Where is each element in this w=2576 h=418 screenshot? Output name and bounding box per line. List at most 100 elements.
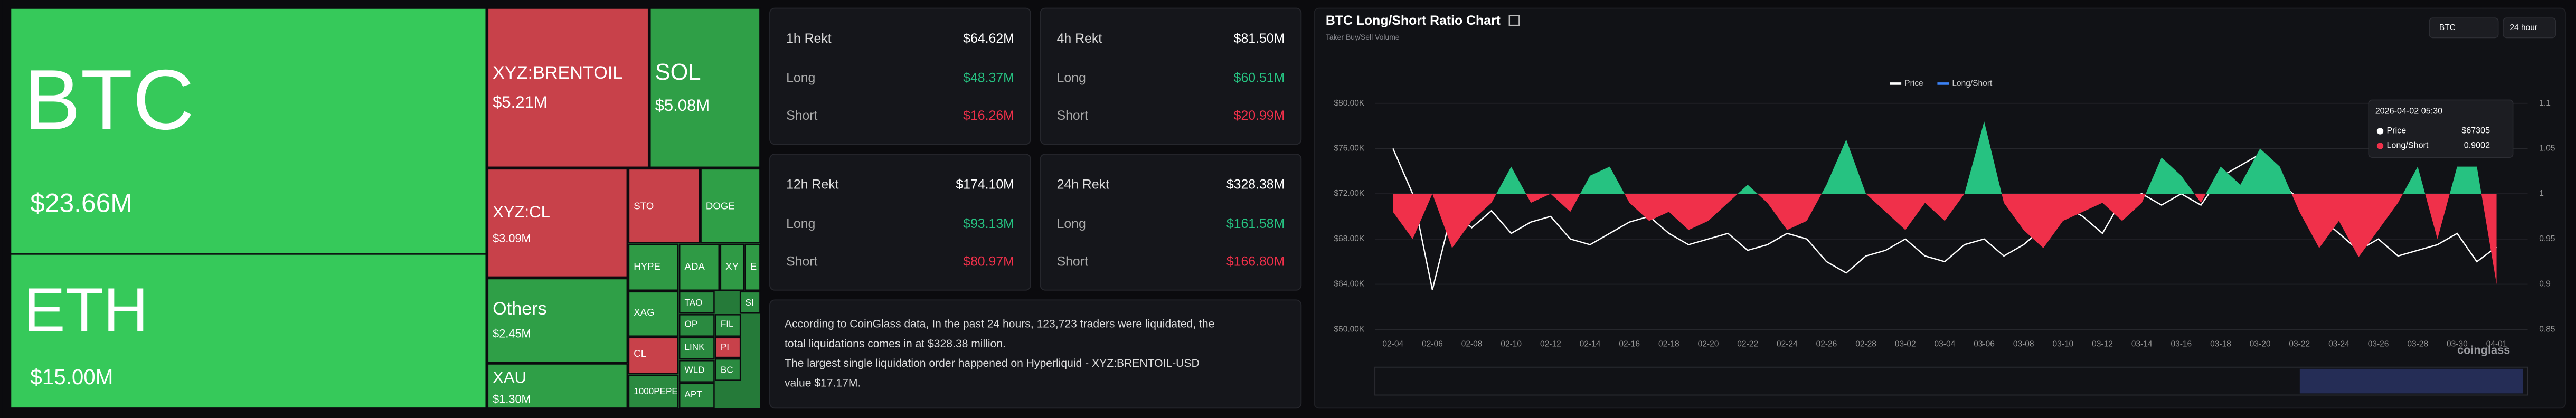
treemap-label: XYZ:CL bbox=[493, 203, 550, 221]
treemap-cell bbox=[700, 168, 761, 243]
period-select-label: 24 hour bbox=[2509, 23, 2537, 32]
treemap-label: LINK bbox=[685, 342, 705, 352]
short-value: $80.97M bbox=[963, 255, 1014, 269]
tooltip-value: $67305 bbox=[2461, 126, 2490, 136]
x-tick-label: 02-12 bbox=[1540, 339, 1561, 348]
treemap-label: HYPE bbox=[634, 261, 660, 272]
treemap-cell bbox=[715, 314, 741, 337]
treemap-cell bbox=[649, 7, 761, 168]
treemap-label: XAU bbox=[493, 368, 526, 387]
treemap-label: E bbox=[750, 261, 757, 272]
long-label: Long bbox=[1057, 71, 1086, 86]
treemap-cell bbox=[487, 278, 628, 363]
navigator[interactable] bbox=[1374, 366, 2528, 396]
x-tick-label: 03-16 bbox=[2171, 339, 2192, 348]
summary-card bbox=[769, 299, 1302, 409]
treemap-cell bbox=[487, 7, 649, 168]
treemap-label: SI bbox=[745, 298, 753, 308]
tooltip-name: Price bbox=[2386, 126, 2406, 136]
treemap-label: DOGE bbox=[706, 200, 735, 211]
treemap-cell bbox=[628, 168, 700, 243]
x-tick-label: 03-06 bbox=[1974, 339, 1995, 348]
treemap-label: OP bbox=[685, 319, 698, 329]
treemap-label: XYZ:BRENTOIL bbox=[493, 63, 622, 83]
treemap-label: CL bbox=[634, 348, 646, 359]
summary-line: The largest single liquidation order hap… bbox=[785, 357, 1200, 369]
x-tick-label: 02-24 bbox=[1777, 339, 1798, 348]
tooltip-dot bbox=[2376, 128, 2384, 135]
short-label: Short bbox=[1057, 255, 1088, 269]
x-tick-label: 02-04 bbox=[1382, 339, 1403, 348]
card-title: 4h Rekt bbox=[1057, 32, 1102, 46]
treemap-cell bbox=[628, 375, 679, 409]
treemap-cell bbox=[678, 383, 715, 409]
coin-select[interactable] bbox=[2429, 17, 2499, 39]
long-value: $161.58M bbox=[1226, 217, 1285, 231]
treemap-cell bbox=[678, 360, 715, 383]
x-tick-label: 03-26 bbox=[2368, 339, 2389, 348]
treemap-cell bbox=[487, 363, 628, 409]
treemap-label: XAG bbox=[634, 307, 654, 318]
treemap-cell bbox=[678, 291, 715, 314]
y-tick-label: $72.00K bbox=[1334, 189, 1364, 198]
treemap-cell bbox=[487, 168, 628, 278]
long-label: Long bbox=[1057, 217, 1086, 231]
card-title: 1h Rekt bbox=[786, 32, 832, 46]
x-tick-label: 03-24 bbox=[2328, 339, 2349, 348]
external-link-icon[interactable] bbox=[1508, 15, 1520, 26]
stat-card bbox=[769, 154, 1031, 291]
card-title: 24h Rekt bbox=[1057, 178, 1109, 192]
legend-label: Long/Short bbox=[1952, 79, 1993, 88]
treemap-cell bbox=[744, 243, 761, 291]
treemap-cell bbox=[715, 337, 741, 358]
card-total: $64.62M bbox=[963, 32, 1014, 46]
treemap-cell bbox=[10, 7, 487, 255]
treemap-cell bbox=[739, 291, 761, 314]
treemap-label: BC bbox=[721, 365, 733, 375]
x-tick-label: 02-26 bbox=[1816, 339, 1837, 348]
watermark: coinglass bbox=[2457, 343, 2510, 356]
long-value: $93.13M bbox=[963, 217, 1014, 231]
tooltip-value: 0.9002 bbox=[2464, 141, 2490, 150]
x-tick-label: 02-08 bbox=[1461, 339, 1483, 348]
long-label: Long bbox=[786, 217, 815, 231]
x-tick-label: 03-10 bbox=[2053, 339, 2074, 348]
y2-tick-label: 1.1 bbox=[2539, 99, 2551, 108]
summary-line: According to CoinGlass data, In the past… bbox=[785, 318, 1214, 330]
treemap-label: 1000PEPE bbox=[634, 386, 678, 396]
ratio-area-positive bbox=[1393, 121, 2497, 194]
navigator-selection[interactable] bbox=[2299, 368, 2523, 394]
y-tick-label: $64.00K bbox=[1334, 280, 1364, 289]
period-select[interactable] bbox=[2503, 17, 2556, 39]
treemap-value: $1.30M bbox=[493, 393, 531, 406]
treemap-label: ADA bbox=[685, 261, 705, 272]
x-tick-label: 02-14 bbox=[1580, 339, 1601, 348]
y-tick-label: $76.00K bbox=[1334, 144, 1364, 153]
x-tick-label: 02-22 bbox=[1737, 339, 1758, 348]
treemap-value: $2.45M bbox=[493, 327, 531, 340]
treemap-cell bbox=[628, 337, 679, 375]
y2-tick-label: 1.05 bbox=[2539, 144, 2555, 153]
treemap-cell bbox=[678, 314, 715, 337]
summary-line: total liquidations comes in at $328.38 m… bbox=[785, 338, 1006, 350]
x-tick-label: 03-02 bbox=[1895, 339, 1916, 348]
treemap-label: FIL bbox=[721, 319, 734, 329]
stat-card bbox=[769, 7, 1031, 145]
treemap-label: WLD bbox=[685, 365, 705, 375]
treemap-cell bbox=[628, 243, 679, 291]
summary: According to CoinGlass data, In the past… bbox=[785, 318, 1214, 390]
short-label: Short bbox=[786, 109, 817, 123]
x-tick-label: 02-18 bbox=[1658, 339, 1679, 348]
cards: 1h Rekt $64.62M Long $48.37M Short $16.26M 4h … bbox=[769, 7, 1302, 291]
treemap-label: TAO bbox=[685, 298, 703, 308]
x-tick-label: 02-06 bbox=[1422, 339, 1443, 348]
long-label: Long bbox=[786, 71, 815, 86]
stat-card bbox=[1040, 154, 1302, 291]
x-tick-label: 03-14 bbox=[2131, 339, 2153, 348]
x-tick-label: 02-10 bbox=[1501, 339, 1522, 348]
tooltip-name: Long/Short bbox=[2386, 141, 2428, 150]
treemap-cell bbox=[10, 253, 487, 409]
treemap-label: SOL bbox=[655, 60, 701, 85]
coin-select-label: BTC bbox=[2439, 23, 2456, 32]
